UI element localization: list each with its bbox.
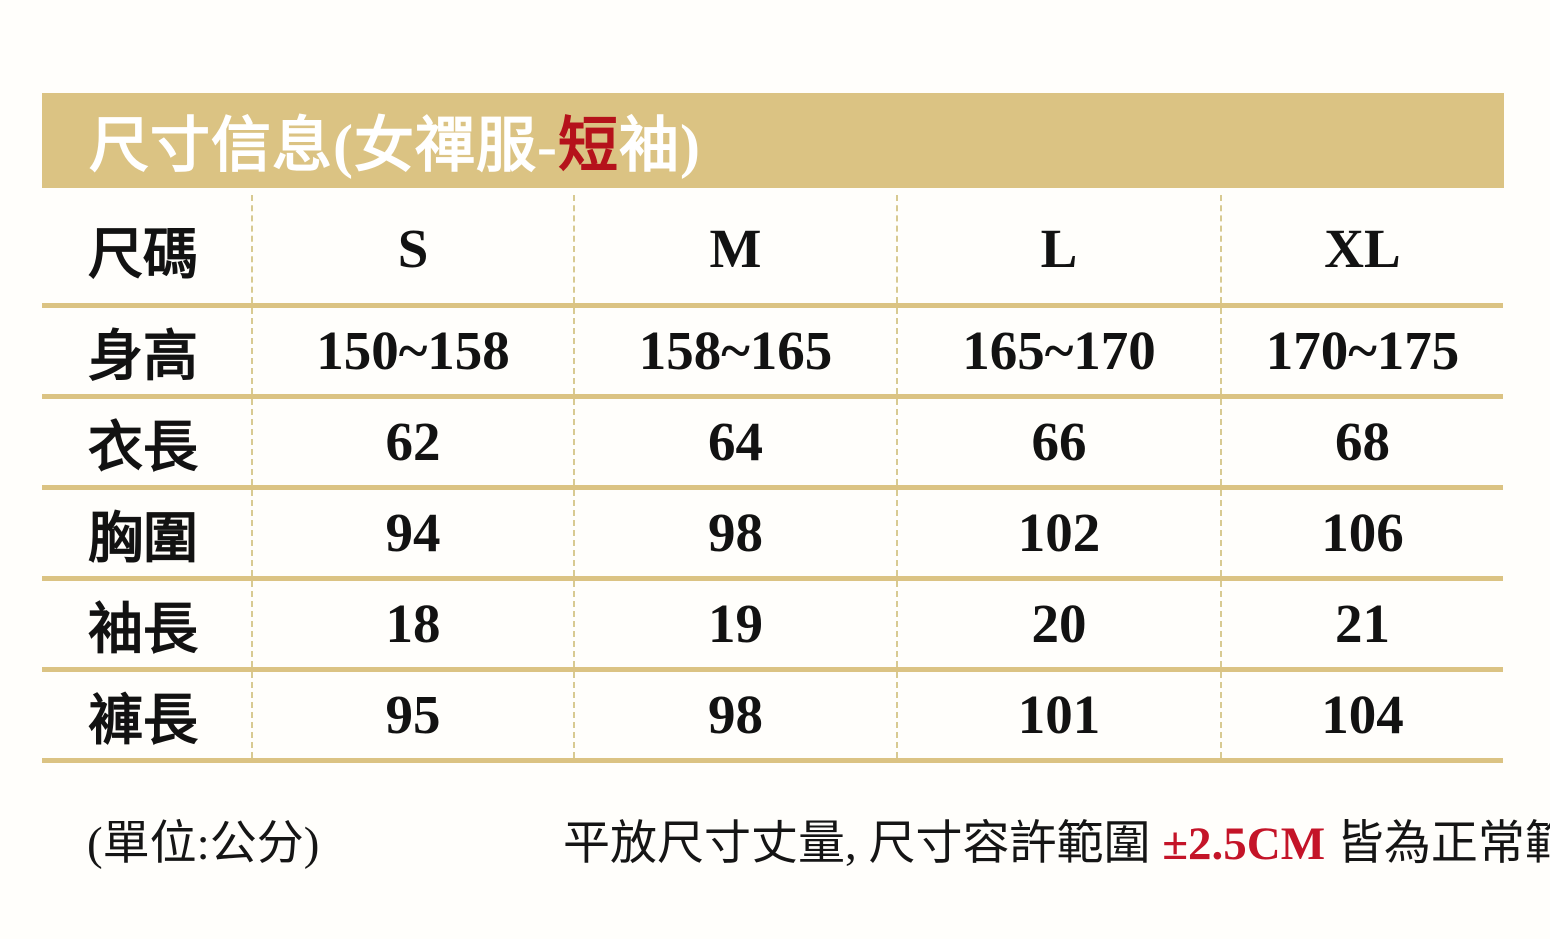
cell-value: 158~165 (573, 305, 897, 396)
header-col-l: L (896, 195, 1221, 305)
banner-title-highlight: 短 (557, 113, 619, 179)
row-label: 褲長 (88, 689, 199, 751)
cell-value: 94 (251, 487, 574, 578)
header-col-xl: XL (1220, 195, 1503, 305)
table-row-height: 身高 150~158 158~165 165~170 170~175 (42, 305, 1503, 396)
banner-title-suffix: 袖) (618, 113, 701, 179)
cell-value: 98 (573, 669, 897, 760)
cell-value: 66 (896, 396, 1221, 487)
cell-value: 170~175 (1220, 305, 1503, 396)
table-row-pants-length: 褲長 95 98 101 104 (42, 669, 1503, 760)
cell-value: 18 (251, 578, 574, 669)
banner-title-prefix: 尺寸信息(女禪服- (89, 113, 558, 179)
table-row-garment-length: 衣長 62 64 66 68 (42, 396, 1503, 487)
cell-value: 62 (251, 396, 574, 487)
cell-value: 165~170 (896, 305, 1221, 396)
row-label: 袖長 (88, 598, 199, 660)
tolerance-value: ±2.5CM (1162, 818, 1326, 870)
cell-value: 101 (896, 669, 1221, 760)
cell-value: 104 (1220, 669, 1503, 760)
cell-value: 95 (251, 669, 574, 760)
row-label: 衣長 (88, 416, 199, 478)
measure-note-suffix: 皆為正常範圍 (1336, 818, 1550, 870)
banner-title: 尺寸信息(女禪服-短袖) (42, 97, 701, 184)
table-header-row: 尺碼 S M L XL (42, 195, 1503, 305)
size-table: 尺碼 S M L XL 身高 150~158 158~165 165~170 1… (42, 195, 1503, 763)
measure-note-prefix: 平放尺寸丈量, 尺寸容許範圍 (563, 818, 1163, 870)
footnote: (單位:公分) 平放尺寸丈量, 尺寸容許範圍 ±2.5CM 皆為正常範圍 (42, 797, 1550, 877)
cell-value: 98 (573, 487, 897, 578)
cell-value: 20 (896, 578, 1221, 669)
cell-value: 102 (896, 487, 1221, 578)
table-row-chest: 胸圍 94 98 102 106 (42, 487, 1503, 578)
cell-value: 150~158 (251, 305, 574, 396)
cell-value: 19 (573, 578, 897, 669)
header-size-label: 尺碼 (88, 223, 199, 285)
unit-note: (單位:公分) (87, 818, 320, 870)
cell-value: 21 (1220, 578, 1503, 669)
row-label: 身高 (88, 325, 199, 387)
measure-note: 平放尺寸丈量, 尺寸容許範圍 ±2.5CM 皆為正常範圍 (563, 804, 1550, 873)
header-col-s: S (251, 195, 574, 305)
size-info-banner: 尺寸信息(女禪服-短袖) (42, 93, 1504, 188)
cell-value: 64 (573, 396, 897, 487)
cell-value: 106 (1220, 487, 1503, 578)
row-label: 胸圍 (88, 507, 199, 569)
cell-value: 68 (1220, 396, 1503, 487)
header-col-m: M (573, 195, 897, 305)
table-row-sleeve-length: 袖長 18 19 20 21 (42, 578, 1503, 669)
